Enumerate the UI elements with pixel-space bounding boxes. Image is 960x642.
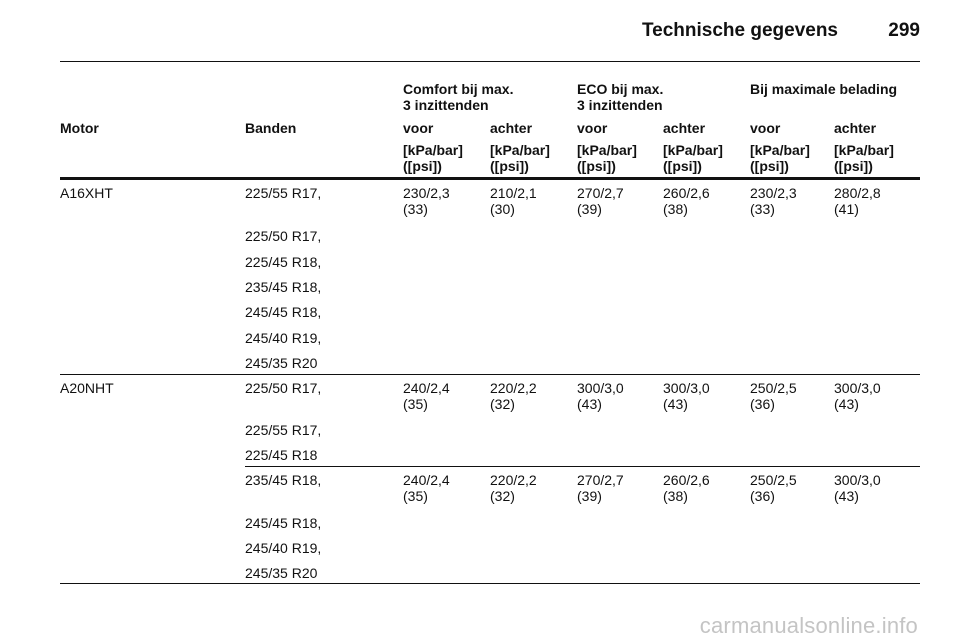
pressure-value: 250/2,5 (36) — [750, 380, 797, 412]
pressure-value: 260/2,6 (38) — [663, 185, 710, 217]
unit-label: [kPa/bar] ([psi]) — [663, 142, 723, 174]
col-header-eco-achter: achter — [663, 120, 706, 136]
pressure-value: 220/2,2 (32) — [490, 380, 537, 412]
tire-size: 245/40 R19, — [245, 330, 322, 346]
col-header-banden: Banden — [245, 120, 297, 136]
motor-cell: A20NHT — [60, 380, 114, 396]
tire-size: 245/35 R20 — [245, 355, 318, 371]
col-header-max-voor: voor — [750, 120, 781, 136]
tire-size: 225/50 R17, — [245, 228, 322, 244]
tire-size: 245/45 R18, — [245, 515, 322, 531]
page-title: Technische gegevens — [641, 20, 838, 41]
tire-size: 225/55 R17, — [245, 422, 322, 438]
col-header-comfort-voor: voor — [403, 120, 434, 136]
pressure-value: 220/2,2 (32) — [490, 472, 537, 504]
col-header-motor: Motor — [60, 120, 99, 136]
pressure-value: 230/2,3 (33) — [403, 185, 450, 217]
tire-size: 225/45 R18, — [245, 254, 322, 270]
group-header-max-load: Bij maximale belading — [750, 81, 898, 97]
pressure-value: 250/2,5 (36) — [750, 472, 797, 504]
tire-size: 235/45 R18, — [245, 279, 322, 295]
unit-label: [kPa/bar] ([psi]) — [834, 142, 894, 174]
col-header-max-achter: achter — [834, 120, 877, 136]
tire-size: 245/40 R19, — [245, 540, 322, 556]
row-divider — [60, 374, 920, 375]
col-header-eco-voor: voor — [577, 120, 608, 136]
top-rule — [60, 61, 920, 62]
col-header-comfort-achter: achter — [490, 120, 533, 136]
tire-size: 245/35 R20 — [245, 565, 318, 581]
pressure-value: 300/3,0 (43) — [834, 380, 881, 412]
pressure-value: 270/2,7 (39) — [577, 472, 624, 504]
motor-cell: A16XHT — [60, 185, 113, 201]
pressure-value: 240/2,4 (35) — [403, 472, 450, 504]
group-header-eco: ECO bij max. 3 inzittenden — [577, 81, 664, 113]
tire-size: 225/55 R17, — [245, 185, 322, 201]
tire-size: 235/45 R18, — [245, 472, 322, 488]
watermark: carmanualsonline.info — [699, 613, 918, 638]
unit-label: [kPa/bar] ([psi]) — [750, 142, 810, 174]
pressure-value: 300/3,0 (43) — [577, 380, 624, 412]
unit-label: [kPa/bar] ([psi]) — [403, 142, 463, 174]
bottom-rule — [60, 583, 920, 584]
header-rule — [60, 177, 920, 180]
pressure-value: 240/2,4 (35) — [403, 380, 450, 412]
pressure-value: 230/2,3 (33) — [750, 185, 797, 217]
pressure-value: 270/2,7 (39) — [577, 185, 624, 217]
pressure-value: 300/3,0 (43) — [663, 380, 710, 412]
tire-size: 245/45 R18, — [245, 304, 322, 320]
pressure-value: 300/3,0 (43) — [834, 472, 881, 504]
group-header-comfort: Comfort bij max. 3 inzittenden — [403, 81, 514, 113]
tire-size: 225/45 R18 — [245, 447, 318, 463]
tire-size: 225/50 R17, — [245, 380, 322, 396]
unit-label: [kPa/bar] ([psi]) — [490, 142, 550, 174]
pressure-value: 260/2,6 (38) — [663, 472, 710, 504]
unit-label: [kPa/bar] ([psi]) — [577, 142, 637, 174]
pressure-value: 280/2,8 (41) — [834, 185, 881, 217]
row-divider — [245, 466, 920, 467]
pressure-value: 210/2,1 (30) — [490, 185, 537, 217]
page-number: 299 — [888, 20, 920, 41]
